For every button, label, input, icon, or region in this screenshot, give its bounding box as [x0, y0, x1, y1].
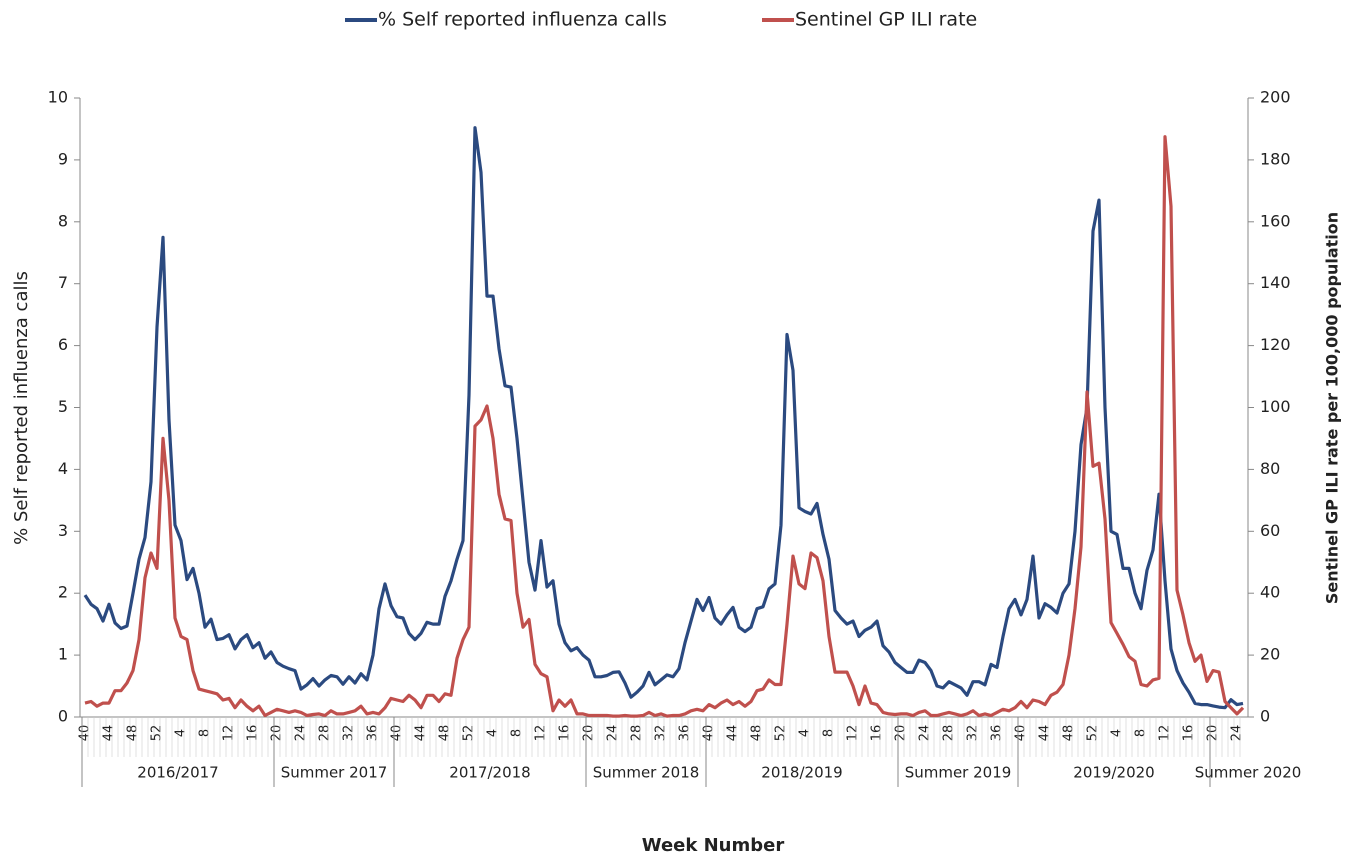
x-tick-label: 16 — [870, 725, 885, 742]
x-tick-label: 4 — [486, 729, 501, 737]
x-tick-label: 20 — [582, 725, 597, 742]
x-tick-label: 4 — [174, 729, 189, 737]
series-line — [84, 135, 1245, 718]
y2-tick-label: 100 — [1260, 397, 1291, 416]
legend-label: Sentinel GP ILI rate — [795, 9, 977, 31]
y-axis-title: % Self reported influenza calls — [11, 271, 32, 545]
x-tick-label: 36 — [990, 725, 1005, 742]
x-axis-title: Week Number — [642, 835, 785, 856]
x-tick-label: 44 — [1038, 725, 1053, 742]
x-tick-label: 24 — [918, 725, 933, 742]
x-tick-label: 44 — [414, 725, 429, 742]
group-label: Summer 2020 — [1195, 764, 1302, 782]
y-tick-label: 8 — [58, 211, 68, 230]
legend-label: % Self reported influenza calls — [378, 9, 667, 31]
x-tick-label: 28 — [318, 725, 333, 742]
y-tick-label: 9 — [58, 149, 68, 168]
group-label: Summer 2017 — [281, 764, 388, 782]
y2-tick-label: 80 — [1260, 459, 1280, 478]
series-line — [83, 126, 1244, 710]
y-tick-label: 4 — [58, 459, 68, 478]
y2-tick-label: 120 — [1260, 335, 1291, 354]
y-tick-label: 3 — [58, 521, 68, 540]
group-label: 2017/2018 — [449, 764, 530, 782]
x-tick-label: 48 — [1062, 725, 1077, 742]
y-tick-label: 1 — [58, 645, 68, 664]
y-tick-label: 0 — [58, 707, 68, 726]
y-tick-label: 7 — [58, 273, 68, 292]
y-tick-label: 6 — [58, 335, 68, 354]
x-tick-label: 40 — [78, 725, 93, 742]
y2-tick-label: 40 — [1260, 583, 1280, 602]
x-tick-label: 52 — [462, 725, 477, 742]
y2-tick-label: 160 — [1260, 211, 1291, 230]
y-tick-label: 5 — [58, 397, 68, 416]
x-tick-label: 8 — [510, 729, 525, 737]
x-tick-label: 20 — [270, 725, 285, 742]
x-tick-label: 40 — [390, 725, 405, 742]
x-tick-label: 44 — [102, 725, 117, 742]
group-label: 2016/2017 — [137, 764, 218, 782]
y-tick-label: 10 — [48, 88, 68, 107]
x-tick-label: 48 — [438, 725, 453, 742]
y-tick-label: 2 — [58, 583, 68, 602]
x-tick-label: 12 — [222, 725, 237, 742]
x-tick-label: 40 — [702, 725, 717, 742]
x-tick-label: 52 — [774, 725, 789, 742]
x-tick-label: 8 — [198, 729, 213, 737]
x-tick-label: 36 — [366, 725, 381, 742]
y2-tick-label: 0 — [1260, 707, 1270, 726]
group-label: Summer 2018 — [593, 764, 700, 782]
x-tick-label: 48 — [126, 725, 141, 742]
x-tick-label: 40 — [1014, 725, 1029, 742]
y2-tick-label: 20 — [1260, 645, 1280, 664]
x-tick-label: 28 — [630, 725, 645, 742]
y2-tick-label: 200 — [1260, 88, 1291, 107]
x-tick-label: 32 — [966, 725, 981, 742]
x-tick-label: 48 — [750, 725, 765, 742]
x-tick-label: 12 — [1158, 725, 1173, 742]
x-tick-label: 12 — [846, 725, 861, 742]
x-tick-label: 16 — [246, 725, 261, 742]
x-tick-label: 28 — [942, 725, 957, 742]
x-tick-label: 8 — [1134, 729, 1149, 737]
x-tick-label: 32 — [654, 725, 669, 742]
y2-axis-title: Sentinel GP ILI rate per 100,000 populat… — [1323, 212, 1342, 604]
x-tick-label: 4 — [798, 729, 813, 737]
y2-tick-label: 60 — [1260, 521, 1280, 540]
group-label: 2019/2020 — [1073, 764, 1154, 782]
x-tick-label: 36 — [678, 725, 693, 742]
x-tick-label: 8 — [822, 729, 837, 737]
x-tick-label: 12 — [534, 725, 549, 742]
x-tick-label: 24 — [294, 725, 309, 742]
x-tick-label: 20 — [1206, 725, 1221, 742]
group-label: Summer 2019 — [905, 764, 1012, 782]
x-tick-label: 52 — [1086, 725, 1101, 742]
group-label: 2018/2019 — [761, 764, 842, 782]
x-tick-label: 44 — [726, 725, 741, 742]
x-tick-label: 24 — [606, 725, 621, 742]
x-tick-label: 52 — [150, 725, 165, 742]
x-tick-label: 16 — [558, 725, 573, 742]
y2-tick-label: 140 — [1260, 273, 1291, 292]
x-tick-label: 32 — [342, 725, 357, 742]
y2-tick-label: 180 — [1260, 149, 1291, 168]
x-tick-label: 24 — [1230, 725, 1245, 742]
x-tick-label: 20 — [894, 725, 909, 742]
x-tick-label: 4 — [1110, 729, 1125, 737]
x-tick-label: 16 — [1182, 725, 1197, 742]
